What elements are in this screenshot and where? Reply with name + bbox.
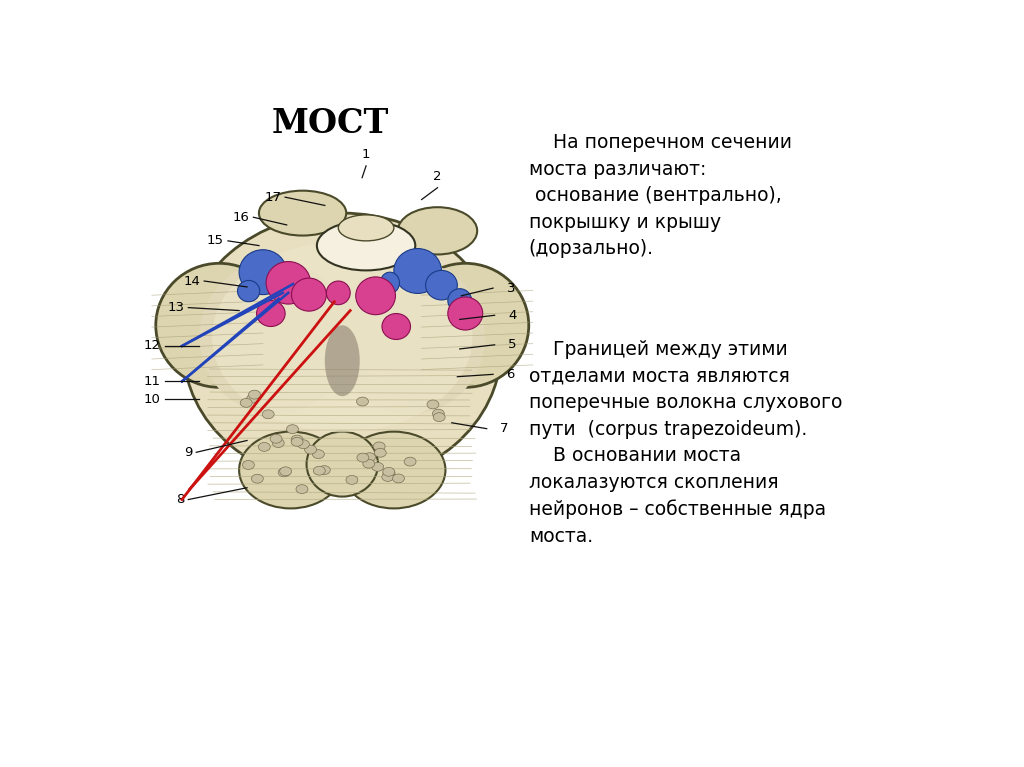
Circle shape (258, 443, 270, 451)
Text: 11: 11 (143, 375, 161, 388)
Circle shape (297, 439, 309, 449)
Circle shape (383, 469, 395, 478)
Text: На поперечном сечении
моста различают:
 основание (вентрально),
покрышку и крышу: На поперечном сечении моста различают: о… (528, 133, 792, 258)
Circle shape (427, 400, 439, 409)
Circle shape (432, 409, 444, 418)
Ellipse shape (327, 281, 350, 304)
Ellipse shape (401, 263, 528, 387)
Circle shape (383, 467, 394, 476)
Text: 14: 14 (183, 275, 201, 288)
Circle shape (373, 442, 385, 451)
Ellipse shape (266, 262, 310, 304)
Circle shape (346, 476, 357, 484)
Circle shape (372, 463, 384, 471)
Circle shape (241, 398, 252, 407)
Ellipse shape (447, 297, 482, 330)
Circle shape (404, 457, 416, 466)
Circle shape (279, 468, 290, 477)
Text: 2: 2 (433, 170, 441, 183)
Circle shape (252, 474, 263, 483)
Text: 6: 6 (507, 368, 515, 381)
Ellipse shape (306, 432, 378, 496)
Circle shape (305, 445, 316, 454)
Ellipse shape (183, 213, 501, 485)
Text: 17: 17 (264, 191, 282, 204)
Text: 16: 16 (232, 211, 250, 224)
Ellipse shape (338, 215, 394, 241)
Circle shape (313, 466, 326, 475)
Text: 4: 4 (508, 309, 516, 322)
Circle shape (312, 449, 325, 459)
Ellipse shape (325, 325, 359, 397)
Ellipse shape (334, 260, 485, 414)
Circle shape (272, 439, 285, 447)
Ellipse shape (342, 432, 445, 509)
Circle shape (433, 413, 445, 422)
Circle shape (392, 474, 404, 483)
Text: 10: 10 (143, 393, 161, 406)
Ellipse shape (316, 221, 416, 271)
Ellipse shape (259, 191, 346, 235)
Circle shape (364, 453, 376, 462)
Text: 13: 13 (167, 301, 184, 314)
Circle shape (247, 394, 258, 403)
Circle shape (362, 459, 375, 468)
Circle shape (375, 449, 386, 457)
Ellipse shape (355, 277, 395, 314)
Text: 1: 1 (361, 148, 371, 161)
Circle shape (382, 472, 394, 482)
Circle shape (356, 397, 369, 406)
Text: МОСТ: МОСТ (271, 107, 389, 140)
Ellipse shape (292, 278, 327, 311)
Circle shape (280, 467, 292, 476)
Circle shape (357, 453, 369, 462)
Circle shape (262, 410, 274, 419)
Text: 3: 3 (507, 281, 515, 295)
Circle shape (291, 435, 303, 444)
Circle shape (270, 434, 282, 443)
Text: 7: 7 (500, 422, 509, 435)
Ellipse shape (394, 249, 441, 294)
Circle shape (318, 466, 331, 475)
Circle shape (243, 460, 254, 469)
Ellipse shape (257, 301, 285, 327)
Ellipse shape (397, 207, 477, 255)
Ellipse shape (239, 432, 342, 509)
Ellipse shape (272, 272, 301, 298)
Text: 5: 5 (508, 338, 517, 351)
Ellipse shape (447, 288, 472, 312)
Ellipse shape (240, 250, 287, 295)
Circle shape (296, 485, 308, 494)
Ellipse shape (380, 272, 399, 294)
Text: 9: 9 (184, 446, 193, 459)
Circle shape (287, 425, 298, 433)
Ellipse shape (212, 242, 472, 433)
Circle shape (249, 390, 260, 399)
Text: 15: 15 (207, 235, 224, 248)
Circle shape (291, 437, 303, 446)
Text: 8: 8 (176, 493, 184, 506)
Ellipse shape (382, 314, 411, 340)
Ellipse shape (426, 271, 458, 300)
Ellipse shape (156, 263, 283, 387)
Text: 12: 12 (143, 340, 161, 353)
Ellipse shape (238, 281, 260, 301)
Ellipse shape (200, 260, 350, 414)
Text: Границей между этими
отделами моста являются
поперечные волокна слухового
пути  : Границей между этими отделами моста явля… (528, 340, 842, 545)
